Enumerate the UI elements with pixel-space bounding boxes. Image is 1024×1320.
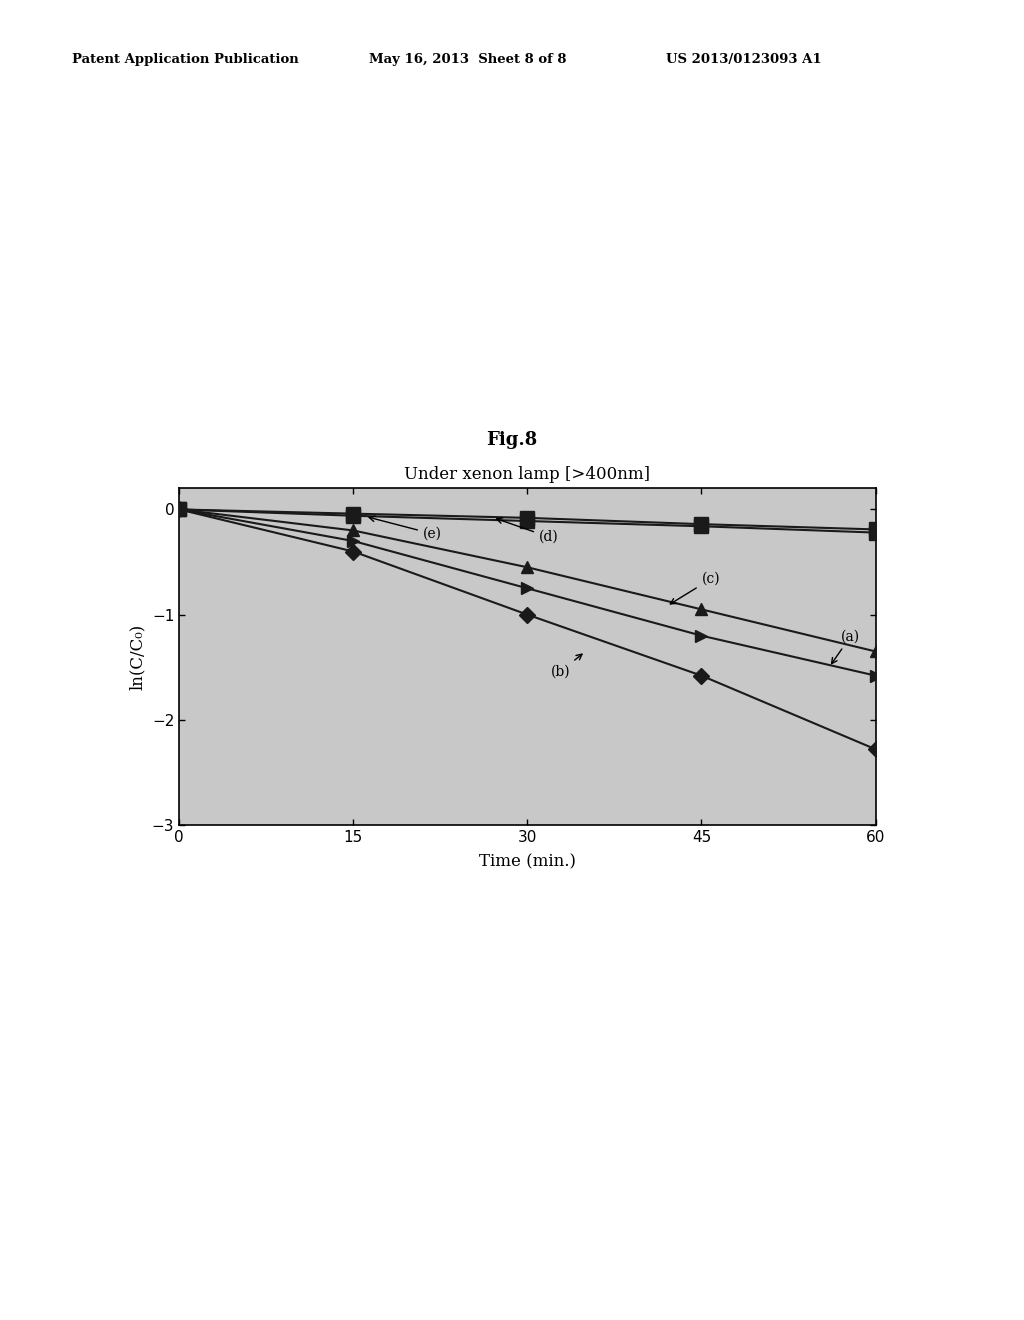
Text: (c): (c) (671, 572, 720, 605)
Text: (b): (b) (551, 655, 582, 678)
Text: (e): (e) (369, 516, 442, 541)
Text: Fig.8: Fig.8 (486, 430, 538, 449)
Text: (a): (a) (831, 630, 860, 664)
Text: May 16, 2013  Sheet 8 of 8: May 16, 2013 Sheet 8 of 8 (369, 53, 566, 66)
Text: US 2013/0123093 A1: US 2013/0123093 A1 (666, 53, 821, 66)
Y-axis label: ln(C/C₀): ln(C/C₀) (129, 623, 146, 690)
X-axis label: Time (min.): Time (min.) (479, 853, 575, 870)
Text: Patent Application Publication: Patent Application Publication (72, 53, 298, 66)
Title: Under xenon lamp [>400nm]: Under xenon lamp [>400nm] (404, 466, 650, 483)
Text: (d): (d) (497, 517, 559, 544)
